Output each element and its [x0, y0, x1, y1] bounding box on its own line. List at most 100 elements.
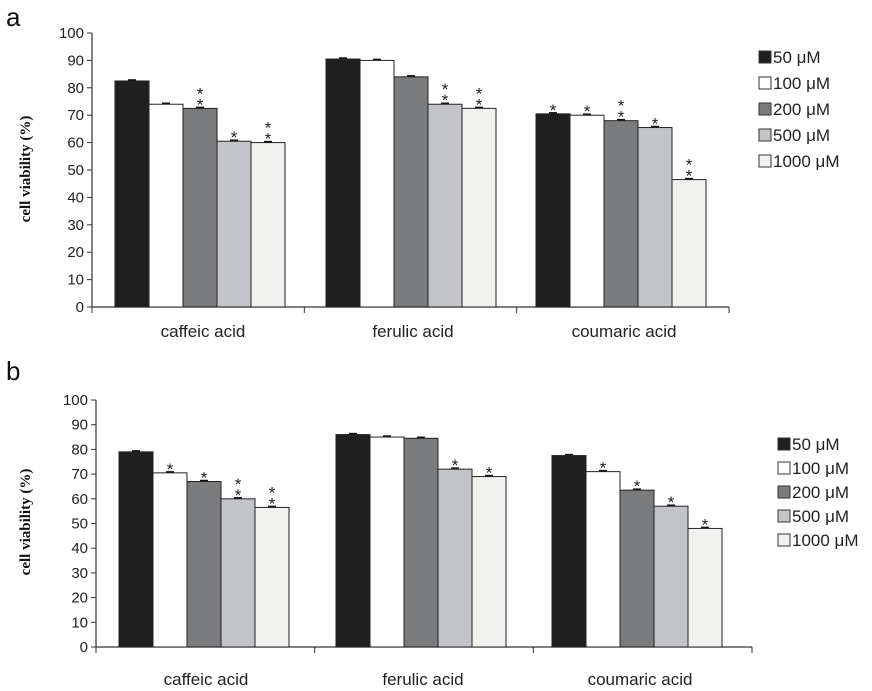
significance-mark-b-3-0-1: * [235, 486, 242, 505]
bar-a-3-1 [427, 103, 463, 308]
legend-swatch-b-4 [777, 533, 791, 547]
legend-swatch-b-3 [777, 509, 791, 523]
bar-b-3-2 [653, 505, 689, 648]
bar-b-0-0 [118, 451, 154, 648]
bar-a-4-2 [671, 179, 707, 308]
significance-mark-a-0-2-0: * [550, 101, 557, 120]
legend-swatch-a-3 [758, 128, 772, 142]
legend-swatch-a-1 [758, 76, 772, 90]
legend-label-a-0: 50 μM [773, 48, 821, 67]
y-tick-label-b-30: 30 [71, 565, 88, 582]
legend-swatch-a-2 [758, 102, 772, 116]
bar-a-3-2 [637, 127, 673, 308]
significance-mark-a-4-2-0: * [686, 156, 693, 175]
bar-a-2-2 [603, 120, 639, 308]
bar-b-2-2 [619, 489, 655, 648]
y-tick-label-a-20: 20 [67, 244, 84, 261]
y-tick-label-a-40: 40 [67, 189, 84, 206]
legend-swatch-b-1 [777, 461, 791, 475]
significance-mark-b-3-1-0: * [452, 456, 459, 475]
significance-mark-a-3-1-0: * [442, 80, 449, 99]
y-tick-label-b-50: 50 [71, 516, 88, 533]
y-tick-label-a-60: 60 [67, 135, 84, 152]
bar-a-3-0 [216, 140, 252, 308]
bar-a-0-1 [325, 58, 361, 308]
legend-label-a-4: 1000 μM [773, 152, 840, 171]
legend-label-b-4: 1000 μM [792, 531, 859, 550]
significance-mark-a-4-1-0: * [476, 84, 483, 103]
legend-label-b-0: 50 μM [792, 435, 840, 454]
bar-a-1-1 [359, 59, 395, 308]
y-tick-label-b-70: 70 [71, 466, 88, 483]
significance-mark-a-3-1-1: * [442, 91, 449, 110]
y-tick-label-b-80: 80 [71, 441, 88, 458]
legend-swatch-a-4 [758, 154, 772, 168]
legend-label-b-3: 500 μM [792, 507, 849, 526]
significance-mark-a-2-0-1: * [197, 95, 204, 114]
category-label-b-2: coumaric acid [588, 670, 693, 689]
category-label-a-2: coumaric acid [572, 322, 677, 341]
bar-a-0-2 [535, 113, 571, 308]
bar-b-1-2 [585, 471, 621, 648]
bar-b-0-2 [551, 455, 587, 648]
category-label-b-1: ferulic acid [382, 670, 463, 689]
bar-b-4-1 [471, 476, 507, 648]
panel-a: a cell viability (%) caffeic acid feruli… [6, 2, 840, 341]
legend-label-b-2: 200 μM [792, 483, 849, 502]
legend-swatch-b-2 [777, 485, 791, 499]
bar-b-3-0 [220, 498, 256, 648]
significance-mark-b-3-2-0: * [668, 493, 675, 512]
bar-a-4-0 [250, 142, 286, 308]
category-label-a-0: caffeic acid [161, 322, 246, 341]
bar-a-1-2 [569, 114, 605, 308]
y-tick-label-a-90: 90 [67, 52, 84, 69]
y-tick-label-a-0: 0 [76, 299, 84, 316]
significance-mark-a-2-2-0: * [618, 97, 625, 116]
bar-a-2-0 [182, 107, 218, 308]
significance-mark-a-1-2-0: * [584, 102, 591, 121]
y-tick-label-b-60: 60 [71, 491, 88, 508]
significance-mark-a-4-0-0: * [265, 119, 272, 138]
legend-label-a-3: 500 μM [773, 126, 830, 145]
y-axis-label-a: cell viability (%) [18, 116, 34, 223]
legend-label-a-2: 200 μM [773, 100, 830, 119]
panel-label-a: a [6, 2, 21, 32]
bar-b-3-1 [437, 468, 473, 648]
panel-label-b: b [6, 356, 20, 386]
bar-b-4-2 [687, 527, 723, 648]
bar-a-1-0 [148, 103, 184, 308]
y-tick-label-a-10: 10 [67, 272, 84, 289]
legend-a: 50 μM 100 μM 200 μM 500 μM 1000 μM [758, 48, 840, 171]
bar-b-1-0 [152, 472, 188, 648]
significance-mark-a-4-0-1: * [265, 130, 272, 149]
significance-mark-a-2-0-0: * [197, 84, 204, 103]
y-tick-label-b-10: 10 [71, 614, 88, 631]
legend-swatch-b-0 [777, 437, 791, 451]
bar-a-0-0 [114, 80, 150, 308]
category-label-a-1: ferulic acid [372, 322, 453, 341]
significance-mark-b-4-2-0: * [702, 515, 709, 534]
legend-label-b-1: 100 μM [792, 459, 849, 478]
y-tick-label-b-40: 40 [71, 540, 88, 557]
significance-mark-a-4-2-1: * [686, 167, 693, 186]
y-axis-label-b: cell viability (%) [18, 469, 34, 576]
y-tick-label-b-20: 20 [71, 590, 88, 607]
bar-a-2-1 [393, 76, 429, 308]
significance-mark-b-2-0-0: * [201, 469, 208, 488]
significance-mark-b-4-1-0: * [486, 464, 493, 483]
y-tick-label-a-50: 50 [67, 162, 84, 179]
legend-b: 50 μM 100 μM 200 μM 500 μM 1000 μM [777, 435, 859, 550]
bar-a-4-1 [461, 107, 497, 308]
bar-b-1-1 [369, 436, 405, 648]
significance-mark-b-1-2-0: * [600, 459, 607, 478]
significance-mark-a-4-1-1: * [476, 95, 483, 114]
significance-mark-b-4-0-1: * [269, 494, 276, 513]
legend-label-a-1: 100 μM [773, 74, 830, 93]
significance-mark-b-3-0-0: * [235, 475, 242, 494]
significance-mark-b-4-0-0: * [269, 483, 276, 502]
significance-mark-a-3-0-0: * [231, 128, 238, 147]
y-tick-label-a-70: 70 [67, 107, 84, 124]
